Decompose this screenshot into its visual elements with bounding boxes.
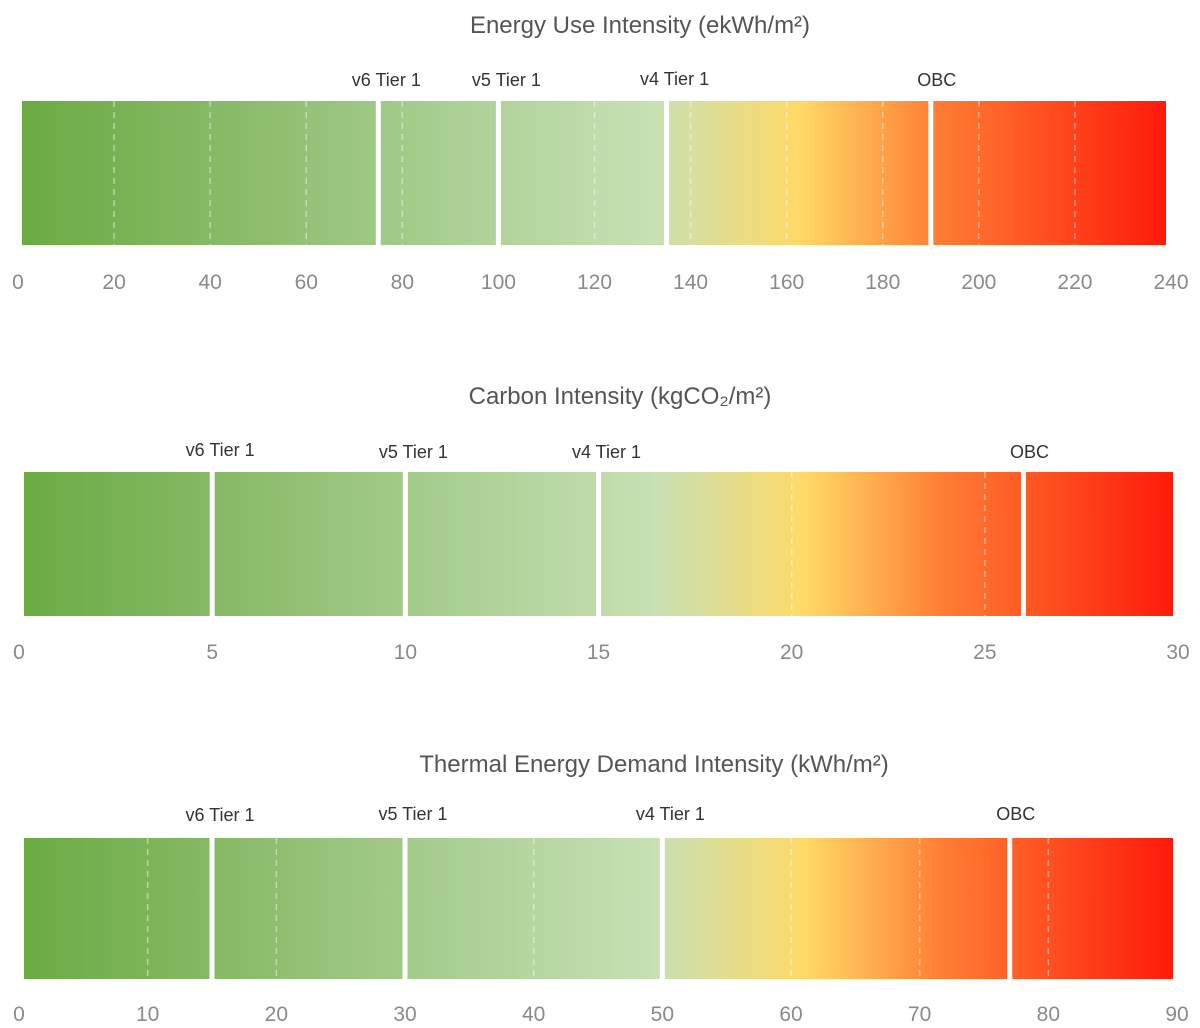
tick-label: 0 (12, 271, 24, 294)
tick-label: 40 (198, 271, 221, 294)
threshold-separator (664, 100, 670, 246)
threshold-separator (1020, 471, 1026, 617)
tick-label: 70 (908, 1003, 931, 1026)
threshold-label: v5 Tier 1 (472, 70, 541, 90)
threshold-separator (928, 100, 934, 246)
tick-label: 200 (961, 271, 996, 294)
threshold-separator (495, 100, 501, 246)
threshold-separator (659, 837, 665, 980)
tick-label: 30 (393, 1003, 416, 1026)
chart-title: Carbon Intensity (kgCO₂/m²) (469, 383, 772, 410)
threshold-label: OBC (996, 804, 1035, 824)
tick-label: 40 (522, 1003, 545, 1026)
axis-ticks: 0 20 40 60 80 100 120 140 160 180 200 220 240 (12, 271, 1188, 294)
tick-label: 5 (206, 641, 218, 664)
axis-ticks: 0 10 20 30 40 50 60 70 80 90 (13, 1003, 1189, 1026)
threshold-label: v6 Tier 1 (352, 70, 421, 90)
tick-label: 60 (779, 1003, 802, 1026)
threshold-labels: v6 Tier 1 v5 Tier 1 v4 Tier 1 OBC (186, 440, 1049, 462)
threshold-label: v5 Tier 1 (379, 442, 448, 462)
threshold-separator (402, 471, 408, 617)
threshold-separator (596, 471, 601, 617)
chart-title: Energy Use Intensity (ekWh/m²) (470, 12, 810, 39)
tick-label: 0 (13, 641, 25, 664)
tick-label: 90 (1165, 1003, 1188, 1026)
threshold-labels: v6 Tier 1 v5 Tier 1 v4 Tier 1 OBC (352, 69, 957, 90)
threshold-separators (375, 100, 934, 246)
scale-bar (24, 838, 1173, 979)
tick-label: 15 (587, 641, 610, 664)
threshold-label: OBC (1010, 442, 1049, 462)
threshold-labels: v6 Tier 1 v5 Tier 1 v4 Tier 1 OBC (185, 804, 1035, 825)
threshold-separator (375, 100, 381, 246)
threshold-separators (209, 837, 1013, 980)
chart-title: Thermal Energy Demand Intensity (kWh/m²) (419, 751, 888, 778)
tick-label: 0 (13, 1003, 25, 1026)
threshold-separator (209, 837, 215, 980)
tick-label: 100 (481, 271, 516, 294)
chart-carbon-intensity: Carbon Intensity (kgCO₂/m²) v6 Tier 1 v5 … (13, 383, 1190, 664)
tick-label: 20 (102, 271, 125, 294)
threshold-label: v5 Tier 1 (378, 804, 447, 824)
threshold-separator (1007, 837, 1013, 980)
tick-label: 10 (136, 1003, 159, 1026)
axis-ticks: 0 5 10 15 20 25 30 (13, 641, 1190, 664)
tick-label: 180 (865, 271, 900, 294)
tick-label: 50 (651, 1003, 674, 1026)
threshold-label: v6 Tier 1 (185, 805, 254, 825)
tick-label: 220 (1057, 271, 1092, 294)
tick-label: 20 (265, 1003, 288, 1026)
tick-label: 80 (391, 271, 414, 294)
threshold-label: v4 Tier 1 (636, 804, 705, 824)
threshold-separators (209, 471, 1026, 617)
chart-thermal-energy-demand-intensity: Thermal Energy Demand Intensity (kWh/m²)… (13, 751, 1189, 1026)
tick-label: 30 (1166, 641, 1189, 664)
tick-label: 80 (1037, 1003, 1060, 1026)
threshold-label: v6 Tier 1 (186, 440, 255, 460)
tick-label: 10 (394, 641, 417, 664)
tick-label: 240 (1153, 271, 1188, 294)
threshold-separator (402, 837, 408, 980)
tick-label: 140 (673, 271, 708, 294)
tick-label: 25 (973, 641, 996, 664)
threshold-label: OBC (917, 70, 956, 90)
chart-energy-use-intensity: Energy Use Intensity (ekWh/m²) v6 Tier 1… (12, 12, 1188, 294)
tick-label: 20 (780, 641, 803, 664)
threshold-label: v4 Tier 1 (572, 442, 641, 462)
threshold-separator (209, 471, 215, 617)
scale-bar (22, 101, 1166, 245)
threshold-label: v4 Tier 1 (640, 69, 709, 89)
tick-label: 160 (769, 271, 804, 294)
tick-label: 60 (295, 271, 318, 294)
tick-label: 120 (577, 271, 612, 294)
